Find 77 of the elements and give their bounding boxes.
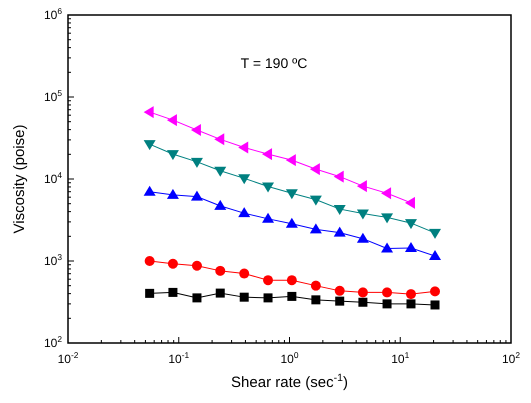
point: [430, 286, 440, 296]
point: [145, 288, 154, 298]
x-tick-label: 10$^{2}$: [502, 350, 520, 366]
point: [429, 228, 442, 239]
point: [190, 190, 203, 201]
point: [144, 256, 155, 266]
point: [240, 292, 249, 302]
point: [356, 209, 369, 220]
point: [286, 189, 298, 200]
x-axis-title: Shear rate (sec$^{-1}$): [231, 372, 348, 391]
x-tick-label: 10$^{-1}$: [168, 350, 190, 366]
point: [190, 124, 201, 136]
point: [263, 275, 274, 286]
point: [334, 170, 344, 183]
point: [216, 288, 225, 298]
point: [311, 295, 320, 304]
point: [239, 268, 250, 279]
point: [429, 250, 442, 260]
point: [144, 186, 156, 196]
point: [310, 223, 322, 234]
point: [310, 196, 322, 206]
point: [190, 158, 203, 168]
y-tick-label: 10$^{2}$: [44, 334, 62, 350]
point: [262, 148, 272, 160]
point: [358, 287, 368, 298]
point: [214, 200, 226, 210]
point: [166, 114, 177, 126]
y-axis-title: Viscosity (poise): [11, 124, 28, 234]
y-tick-label: 10$^{6}$: [44, 6, 62, 22]
point: [382, 287, 392, 298]
point: [238, 207, 250, 218]
point: [382, 299, 392, 308]
point: [238, 174, 250, 184]
y-tick-label: 10$^{4}$: [44, 170, 62, 186]
point: [214, 133, 224, 146]
point: [192, 260, 202, 271]
x-tick-label: 10$^{1}$: [391, 350, 410, 366]
point: [166, 188, 179, 199]
point: [335, 296, 344, 306]
point: [404, 242, 417, 252]
x-tick-label: 10$^{-2}$: [58, 350, 79, 366]
x-tick-label: 10$^{0}$: [280, 350, 299, 366]
point: [358, 298, 368, 307]
point: [356, 232, 369, 243]
point: [262, 182, 274, 193]
point: [404, 219, 417, 230]
point: [286, 218, 298, 228]
point: [168, 258, 178, 269]
point: [406, 299, 416, 308]
point: [192, 293, 202, 302]
y-tick-label: 10$^{5}$: [44, 88, 62, 104]
annotation: T = 190 ºC: [240, 55, 308, 71]
point: [310, 280, 321, 291]
point: [214, 166, 226, 177]
point: [215, 266, 226, 276]
point: [404, 196, 415, 209]
point: [381, 187, 392, 200]
point: [166, 150, 179, 160]
point: [334, 226, 346, 237]
point: [286, 275, 297, 286]
point: [381, 242, 394, 253]
point: [144, 140, 156, 150]
point: [144, 106, 154, 118]
point: [264, 293, 273, 302]
point: [310, 163, 320, 176]
point: [381, 213, 394, 224]
point: [356, 180, 367, 192]
point: [287, 292, 296, 301]
point: [262, 212, 274, 223]
point: [430, 300, 440, 310]
point: [406, 289, 416, 300]
point: [334, 205, 346, 216]
point: [334, 286, 345, 296]
point: [286, 154, 296, 166]
point: [238, 142, 248, 154]
point: [168, 288, 178, 297]
y-tick-label: 10$^{3}$: [44, 252, 62, 268]
